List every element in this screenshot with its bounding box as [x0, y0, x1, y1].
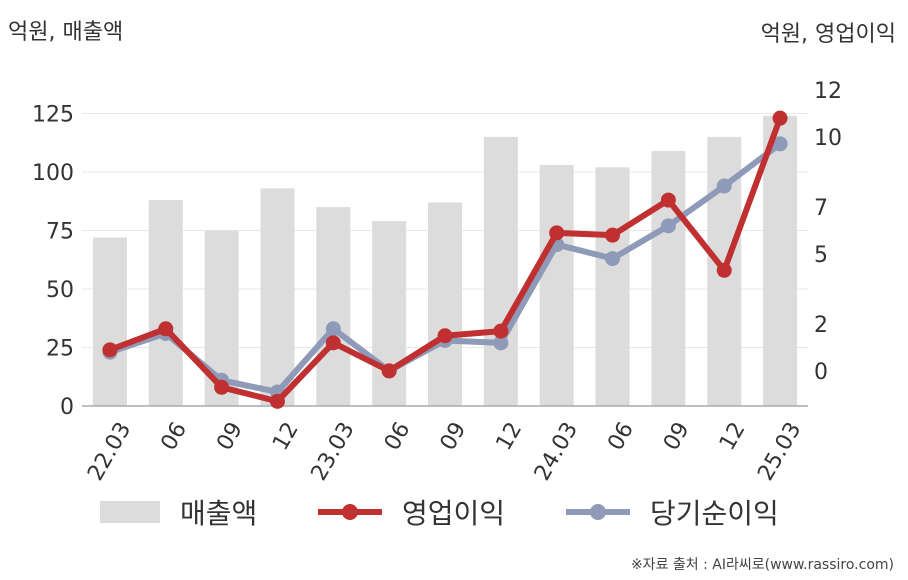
- legend-operating-profit: 영업이익: [318, 492, 505, 532]
- operating-profit-point: [269, 393, 285, 409]
- net-income-point: [325, 321, 341, 337]
- x-tick-label: 24.03: [530, 418, 583, 485]
- operating-profit-point: [605, 227, 621, 243]
- bar-revenue: [92, 237, 127, 406]
- legend-operating-profit-swatch: [318, 501, 382, 523]
- x-tick-label: 22.03: [83, 418, 136, 485]
- left-tick-label: 25: [46, 337, 74, 362]
- bar-revenue: [260, 188, 295, 406]
- legend-net-income: 당기순이익: [566, 492, 779, 532]
- left-tick-label: 125: [32, 103, 74, 128]
- operating-profit-point: [437, 328, 453, 344]
- legend-revenue: 매출액: [100, 492, 257, 532]
- right-tick-label: 0: [814, 360, 828, 385]
- legend-net-income-swatch: [566, 501, 630, 523]
- x-tick-label: 09: [659, 418, 695, 455]
- legend-net-income-label: 당기순이익: [650, 497, 779, 530]
- x-tick-label: 25.03: [753, 418, 806, 485]
- x-tick-label: 12: [268, 418, 304, 455]
- left-axis-unit: 억원, 매출액: [8, 20, 124, 45]
- net-income-point: [605, 251, 621, 267]
- x-tick-label: 09: [212, 418, 248, 455]
- operating-profit-point: [325, 335, 341, 351]
- right-tick-label: 7: [814, 196, 828, 221]
- x-tick-label: 09: [436, 418, 472, 455]
- source-note: ※자료 출처 : AI라씨로(www.rassiro.com): [630, 557, 894, 573]
- operating-profit-point: [102, 342, 118, 358]
- operating-profit-point: [381, 363, 397, 379]
- bar-revenue: [763, 115, 798, 406]
- left-tick-label: 0: [60, 395, 74, 420]
- operating-profit-point: [549, 225, 565, 241]
- right-tick-label: 12: [814, 79, 842, 104]
- operating-profit-point: [493, 323, 509, 339]
- operating-profit-point: [660, 192, 676, 208]
- x-tick-label: 06: [603, 418, 639, 455]
- bar-revenue: [595, 167, 630, 406]
- x-tick-label: 06: [156, 418, 192, 455]
- x-tick-label: 12: [715, 418, 751, 455]
- legend-operating-profit-label: 영업이익: [402, 497, 506, 530]
- left-tick-label: 100: [32, 161, 74, 186]
- net-income-point: [660, 218, 676, 234]
- bar-revenue: [483, 136, 518, 406]
- legend-revenue-swatch: [100, 501, 160, 523]
- operating-profit-point: [772, 110, 788, 126]
- x-tick-label: 12: [492, 418, 528, 455]
- net-income-point: [772, 136, 788, 152]
- x-tick-label: 06: [380, 418, 416, 455]
- left-tick-label: 50: [46, 278, 74, 303]
- operating-profit-point: [214, 379, 230, 395]
- bar-revenue: [539, 164, 574, 406]
- right-tick-label: 5: [814, 243, 828, 268]
- operating-profit-point: [158, 321, 174, 337]
- bar-revenue: [316, 207, 351, 406]
- operating-profit-point: [716, 262, 732, 278]
- x-tick-label: 23.03: [307, 418, 360, 485]
- right-tick-label: 10: [814, 126, 842, 151]
- bar-revenue: [428, 202, 462, 406]
- legend-revenue-label: 매출액: [180, 497, 258, 530]
- net-income-point: [493, 335, 509, 351]
- right-axis-unit: 억원, 영업이익: [760, 22, 896, 47]
- left-tick-label: 75: [46, 220, 74, 245]
- bar-revenue: [651, 150, 686, 406]
- net-income-point: [716, 178, 732, 194]
- bar-revenue: [148, 200, 183, 406]
- right-tick-label: 2: [814, 313, 828, 338]
